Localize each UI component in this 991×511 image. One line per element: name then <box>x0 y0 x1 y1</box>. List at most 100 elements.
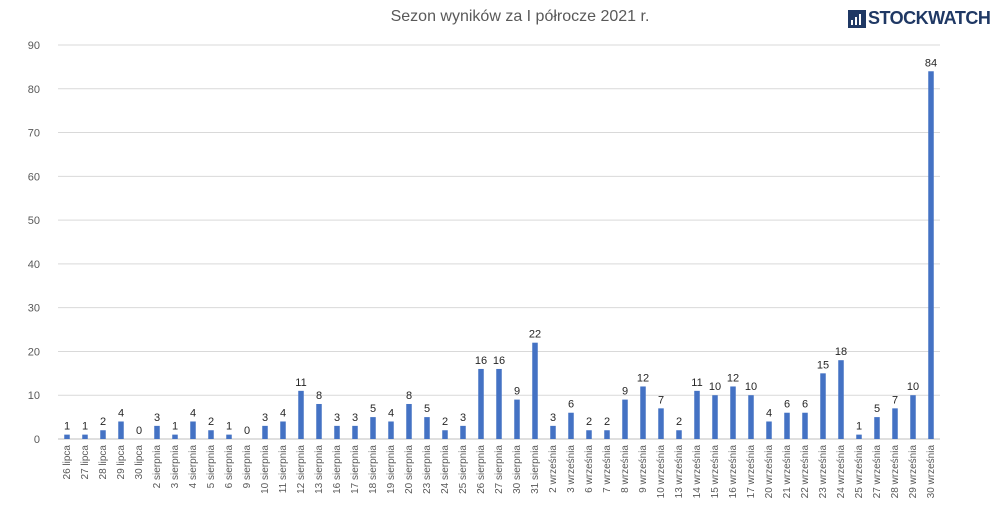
data-label: 3 <box>262 412 268 424</box>
bar <box>424 417 430 439</box>
bar <box>334 425 340 439</box>
x-tick-label: 2 września <box>548 445 559 493</box>
x-tick-label: 27 sierpnia <box>494 445 505 494</box>
data-label: 12 <box>637 372 649 384</box>
data-label: 2 <box>442 416 448 428</box>
data-label: 1 <box>172 421 178 433</box>
x-tick-label: 3 września <box>566 445 577 493</box>
data-label: 5 <box>424 403 430 415</box>
bar <box>820 373 826 439</box>
x-tick-label: 24 sierpnia <box>440 445 451 494</box>
bar <box>676 430 682 439</box>
bar <box>172 434 178 439</box>
data-label: 1 <box>226 421 232 433</box>
data-label: 84 <box>925 57 937 69</box>
data-label: 2 <box>208 416 214 428</box>
data-label: 5 <box>370 403 376 415</box>
x-tick-label: 9 września <box>638 445 649 493</box>
data-label: 3 <box>154 412 160 424</box>
x-tick-label: 20 sierpnia <box>404 445 415 494</box>
data-label: 3 <box>460 412 466 424</box>
data-label: 11 <box>295 377 306 389</box>
bar <box>928 71 934 440</box>
x-tick-label: 4 sierpnia <box>188 445 199 489</box>
bar <box>496 368 502 439</box>
y-tick-label: 50 <box>28 215 40 227</box>
bar <box>658 408 664 439</box>
x-tick-label: 10 września <box>656 445 667 499</box>
data-label: 6 <box>784 399 790 411</box>
data-label: 3 <box>550 412 556 424</box>
x-tick-label: 29 lipca <box>116 445 127 480</box>
y-axis: 0 10 20 30 40 50 60 70 80 90 <box>28 40 40 446</box>
bar <box>352 425 358 439</box>
x-tick-label: 26 sierpnia <box>476 445 487 494</box>
chart-title: Sezon wyników za I półrocze 2021 r. <box>390 8 650 25</box>
bar <box>460 425 466 439</box>
x-tick-label: 6 września <box>584 445 595 493</box>
bar <box>802 412 808 439</box>
x-tick-label: 17 sierpnia <box>350 445 361 494</box>
data-label: 2 <box>676 416 682 428</box>
bar <box>514 399 520 439</box>
x-tick-label: 22 września <box>800 445 811 499</box>
bar <box>586 430 592 439</box>
data-label: 9 <box>622 386 628 398</box>
bar <box>766 421 772 439</box>
x-tick-label: 19 sierpnia <box>386 445 397 494</box>
x-tick-label: 30 września <box>926 445 937 499</box>
bar <box>100 430 106 439</box>
data-label: 4 <box>388 407 394 419</box>
data-label: 9 <box>514 386 520 398</box>
x-axis: 26 lipca 27 lipca 28 lipca 29 lipca 30 lipca… <box>62 445 937 499</box>
bar <box>694 390 700 439</box>
bar <box>406 403 412 439</box>
x-tick-label: 13 sierpnia <box>314 445 325 494</box>
stockwatch-logo: STOCKWATCH <box>848 8 991 29</box>
x-tick-label: 6 sierpnia <box>224 445 235 489</box>
bars <box>64 71 934 440</box>
bar <box>748 395 754 439</box>
bar <box>712 395 718 439</box>
data-label: 10 <box>709 381 721 393</box>
data-label: 3 <box>334 412 340 424</box>
data-label: 1 <box>64 421 70 433</box>
bar <box>154 425 160 439</box>
x-tick-label: 3 sierpnia <box>170 445 181 489</box>
bar <box>568 412 574 439</box>
bar <box>838 360 844 439</box>
data-label: 4 <box>280 407 286 419</box>
data-label: 4 <box>118 407 124 419</box>
x-tick-label: 20 września <box>764 445 775 499</box>
data-label: 3 <box>352 412 358 424</box>
x-tick-label: 25 września <box>854 445 865 499</box>
bar <box>478 368 484 439</box>
bar <box>910 395 916 439</box>
x-tick-label: 21 września <box>782 445 793 499</box>
x-tick-label: 29 września <box>908 445 919 499</box>
bar <box>280 421 286 439</box>
x-tick-label: 7 września <box>602 445 613 493</box>
x-tick-label: 11 sierpnia <box>278 445 289 494</box>
x-tick-label: 15 września <box>710 445 721 499</box>
data-label: 1 <box>856 421 862 433</box>
data-label: 7 <box>892 394 898 406</box>
data-label: 22 <box>529 329 541 341</box>
bar <box>226 434 232 439</box>
bar <box>874 417 880 439</box>
x-tick-label: 27 września <box>872 445 883 499</box>
x-tick-label: 5 sierpnia <box>206 445 217 489</box>
x-tick-label: 30 lipca <box>134 445 145 480</box>
data-label: 15 <box>817 359 829 371</box>
data-label: 0 <box>244 425 250 437</box>
bar <box>118 421 124 439</box>
bar-chart-icon <box>848 9 866 28</box>
bar <box>190 421 196 439</box>
x-tick-label: 27 lipca <box>80 445 91 480</box>
x-tick-label: 30 sierpnia <box>512 445 523 494</box>
x-tick-label: 16 września <box>728 445 739 499</box>
x-tick-label: 10 sierpnia <box>260 445 271 494</box>
bar <box>604 430 610 439</box>
